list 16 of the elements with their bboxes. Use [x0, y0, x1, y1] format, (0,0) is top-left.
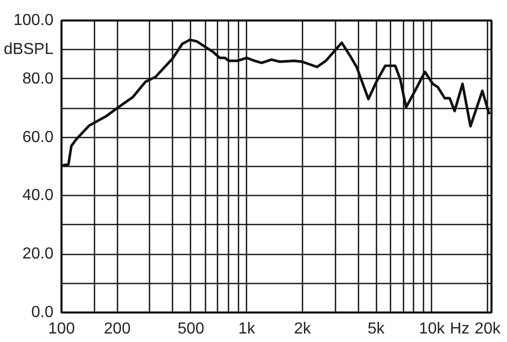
- x-axis-title: Hz: [450, 320, 470, 338]
- x-tick-label: 2k: [294, 320, 312, 338]
- x-tick-label: 20k: [474, 320, 502, 338]
- x-tick-label: 100: [48, 320, 75, 338]
- x-tick-label: 200: [104, 320, 131, 338]
- x-tick-label: 500: [178, 320, 204, 338]
- x-tick-label: 10k: [418, 320, 446, 338]
- y-tick-label: 20.0: [22, 246, 54, 263]
- y-tick-label: dBSPL: [4, 41, 54, 58]
- y-tick-label: 40.0: [22, 187, 54, 204]
- y-tick-label: 100.0: [13, 12, 54, 29]
- y-tick-label: 0.0: [31, 304, 54, 321]
- y-tick-label: 60.0: [22, 128, 54, 146]
- x-tick-label: 5k: [368, 320, 386, 338]
- x-tick-label: 1k: [238, 320, 256, 338]
- y-tick-label: 80.0: [22, 70, 54, 88]
